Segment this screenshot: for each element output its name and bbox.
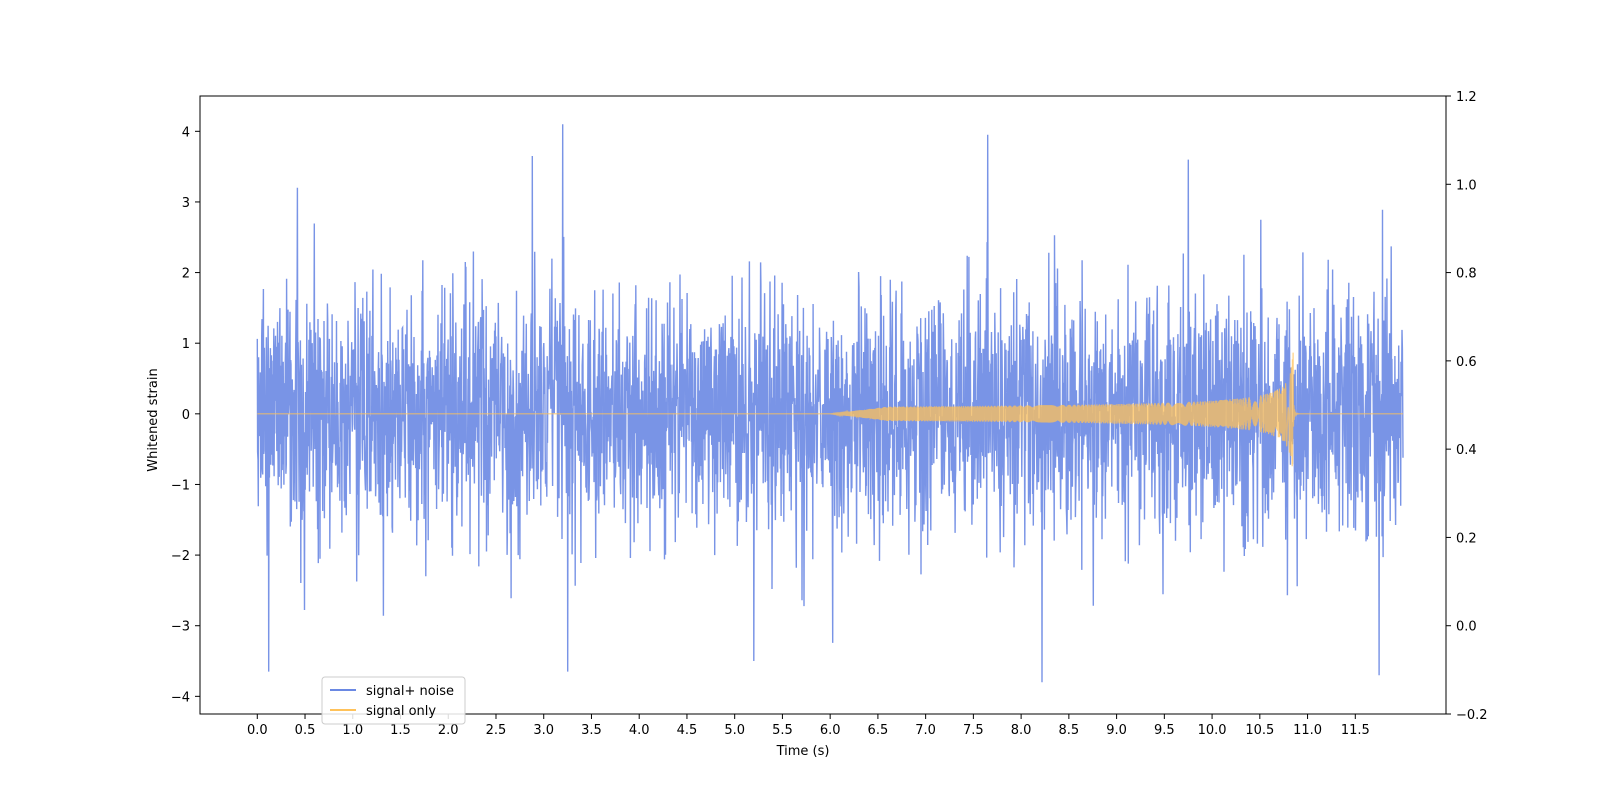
x-tick-label: 9.0 bbox=[1106, 723, 1127, 738]
axes-frame bbox=[199, 95, 1447, 715]
x-tick-label: 4.5 bbox=[677, 723, 698, 738]
x-axis-label: Time (s) bbox=[776, 744, 830, 759]
x-tick-label: 8.5 bbox=[1059, 723, 1080, 738]
y2-tick-label: −0.2 bbox=[1456, 708, 1488, 723]
x-tick-label: 7.5 bbox=[963, 723, 984, 738]
x-tick-label: 4.0 bbox=[629, 723, 650, 738]
x-tick-label: 11.0 bbox=[1293, 723, 1322, 738]
y2-tick-label: 0.8 bbox=[1456, 267, 1477, 282]
x-tick-label: 9.5 bbox=[1154, 723, 1175, 738]
y2-tick-label: 0.4 bbox=[1456, 443, 1477, 458]
y2-tick-label: 0.2 bbox=[1456, 531, 1477, 546]
x-tick-label: 11.5 bbox=[1341, 723, 1370, 738]
x-tick-label: 10.0 bbox=[1198, 723, 1227, 738]
axes: 0.0 0.5 1.0 1.5 2.0 2.5 3.0 3.5 4.0 4.5 5.0 5.5 6.0 6… bbox=[171, 90, 1488, 738]
x-tick-label: 5.5 bbox=[772, 723, 793, 738]
x-tick-label: 1.5 bbox=[390, 723, 411, 738]
x-tick-label: 5.0 bbox=[724, 723, 745, 738]
x-tick-label: 8.0 bbox=[1011, 723, 1032, 738]
y-tick-label: 1 bbox=[182, 337, 190, 352]
x-tick-label: 10.5 bbox=[1245, 723, 1274, 738]
y-tick-label: 2 bbox=[182, 267, 190, 282]
y-tick-label: 0 bbox=[182, 408, 190, 423]
y2-tick-label: 1.2 bbox=[1456, 90, 1477, 105]
series-signal-noise bbox=[256, 124, 1404, 683]
x-tick-label: 2.0 bbox=[438, 723, 459, 738]
x-tick-label: 6.5 bbox=[868, 723, 889, 738]
plot-area bbox=[256, 124, 1404, 683]
y2-tick-label: 0.0 bbox=[1456, 620, 1477, 635]
y-tick-label: −3 bbox=[171, 620, 190, 635]
x-tick-label: 2.5 bbox=[486, 723, 507, 738]
x-tick-label: 1.0 bbox=[342, 723, 363, 738]
series-signal-only bbox=[257, 352, 1403, 467]
x-tick-label: 3.0 bbox=[533, 723, 554, 738]
legend-label-signal-only: signal only bbox=[366, 704, 436, 719]
x-tick-label: 7.0 bbox=[915, 723, 936, 738]
x-tick-label: 0.5 bbox=[295, 723, 316, 738]
y-tick-label: 4 bbox=[182, 125, 190, 140]
y-tick-label: −2 bbox=[171, 549, 190, 564]
y-tick-label: −4 bbox=[171, 690, 190, 705]
legend-label-signal-noise: signal+ noise bbox=[366, 684, 454, 699]
y-tick-label: 3 bbox=[182, 196, 190, 211]
legend-box bbox=[321, 676, 466, 725]
y2-tick-label: 0.6 bbox=[1456, 355, 1477, 370]
y2-tick-label: 1.0 bbox=[1456, 178, 1477, 193]
x-tick-label: 6.0 bbox=[820, 723, 841, 738]
y-axis-label: Whitened strain bbox=[146, 368, 161, 471]
x-tick-label: 0.0 bbox=[247, 723, 268, 738]
x-tick-label: 3.5 bbox=[581, 723, 602, 738]
legend: signal+ noise signal only bbox=[321, 676, 466, 725]
y-tick-label: −1 bbox=[171, 478, 190, 493]
